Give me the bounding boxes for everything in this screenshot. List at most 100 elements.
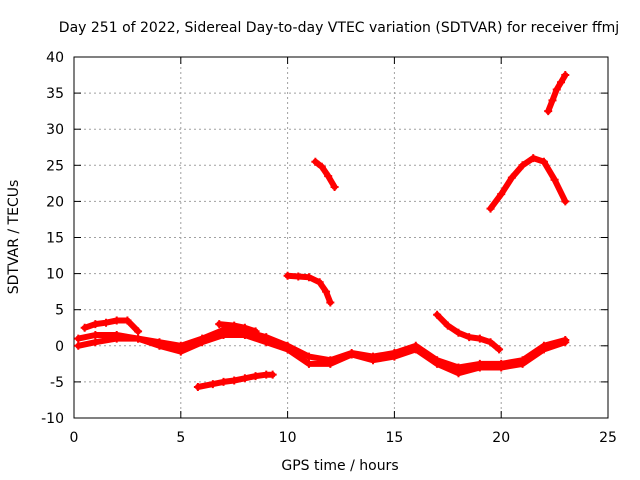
x-tick-label: 10 (279, 430, 297, 446)
data-point (155, 341, 164, 350)
data-point (411, 345, 420, 354)
data-point (497, 190, 506, 199)
y-tick-label: -5 (50, 375, 64, 391)
data-point (215, 320, 224, 329)
series-arc-thirty-five (544, 71, 570, 116)
data-point (322, 287, 331, 296)
series-line (216, 321, 259, 335)
data-point (315, 278, 324, 287)
y-tick-label: 5 (55, 303, 64, 319)
data-point (475, 334, 484, 343)
data-point (91, 320, 100, 329)
data-point (240, 374, 249, 383)
data-point (311, 157, 320, 166)
x-axis-label: GPS time / hours (281, 458, 398, 474)
data-point (548, 96, 557, 105)
data-point (539, 345, 548, 354)
data-point (176, 347, 185, 356)
data-point (317, 162, 326, 171)
data-point (268, 370, 277, 379)
data-point (544, 107, 553, 116)
data-point (561, 71, 570, 80)
data-point (518, 359, 527, 368)
y-tick-labels: -10 -5 0 5 10 15 20 25 30 35 40 (41, 50, 64, 427)
data-point (454, 328, 463, 337)
series-arc-main-lower (74, 330, 570, 378)
data-point (230, 321, 239, 330)
data-point (539, 157, 548, 166)
chart-title: Day 251 of 2022, Sidereal Day-to-day VTE… (59, 20, 619, 36)
data-point (74, 334, 83, 343)
data-point (283, 271, 292, 280)
data-point (80, 323, 89, 332)
series-line (312, 158, 338, 190)
data-point (91, 330, 100, 339)
data-point (475, 363, 484, 372)
data-point (465, 333, 474, 342)
data-point (294, 272, 303, 281)
data-point (304, 273, 313, 282)
data-point (324, 172, 333, 181)
x-tick-label: 5 (176, 430, 185, 446)
series-layer (74, 71, 570, 391)
y-tick-label: 10 (46, 267, 64, 283)
series-arc-seventeen (433, 310, 504, 354)
y-tick-label: 40 (46, 50, 64, 66)
data-point (91, 338, 100, 347)
y-tick-label: -10 (41, 411, 64, 427)
series-line (487, 155, 569, 212)
data-point (486, 204, 495, 213)
data-point (240, 330, 249, 339)
data-point (369, 356, 378, 365)
x-tick-label: 15 (385, 430, 403, 446)
y-tick-label: 30 (46, 122, 64, 138)
data-point (454, 369, 463, 378)
data-point (251, 372, 260, 381)
x-tick-label: 0 (70, 430, 79, 446)
data-point (74, 341, 83, 350)
y-tick-label: 0 (55, 339, 64, 355)
data-point (326, 359, 335, 368)
data-point (561, 338, 570, 347)
series-arc-morning (215, 320, 260, 336)
x-tick-labels: 0 5 10 15 20 25 (70, 430, 617, 446)
series-line (81, 317, 142, 335)
data-point (230, 376, 239, 385)
data-point (557, 78, 566, 87)
data-point (240, 323, 249, 332)
data-point (552, 85, 561, 94)
x-tick-label: 20 (492, 430, 510, 446)
series-arc-ten (283, 271, 335, 307)
data-point (304, 352, 313, 361)
data-point (390, 352, 399, 361)
series-arc-early (80, 316, 143, 336)
series-arc-dome (486, 154, 570, 213)
data-point (208, 380, 217, 389)
data-point (433, 310, 442, 319)
data-point (347, 350, 356, 359)
data-point (219, 377, 228, 386)
data-point (134, 334, 143, 343)
series-arc-negative (193, 370, 277, 391)
data-point (433, 359, 442, 368)
data-point (529, 154, 538, 163)
data-point (443, 321, 452, 330)
data-point (193, 382, 202, 391)
data-point (486, 338, 495, 347)
x-tick-label: 25 (599, 430, 617, 446)
data-point (518, 161, 527, 170)
data-point (102, 318, 111, 327)
data-point (251, 327, 260, 336)
data-point (262, 338, 271, 347)
data-point (561, 197, 570, 206)
y-tick-label: 35 (46, 86, 64, 102)
data-point (330, 182, 339, 191)
data-point (198, 338, 207, 347)
y-tick-label: 20 (46, 194, 64, 210)
data-point (550, 175, 559, 184)
data-point (497, 363, 506, 372)
data-point (507, 173, 516, 182)
data-point (112, 316, 121, 325)
data-point (495, 345, 504, 354)
tick-marks (73, 56, 609, 419)
